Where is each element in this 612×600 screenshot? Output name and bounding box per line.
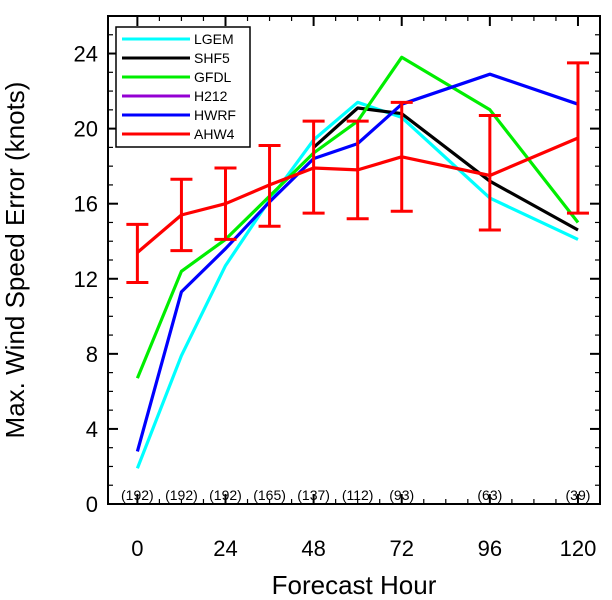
x-tick-label: 48 — [301, 536, 325, 561]
legend-label-h212: H212 — [194, 88, 228, 104]
sample-count-label: (137) — [297, 487, 330, 503]
sample-count-label: (192) — [121, 487, 154, 503]
y-tick-label: 12 — [74, 267, 98, 292]
y-tick-label: 20 — [74, 117, 98, 142]
x-tick-label: 0 — [131, 536, 143, 561]
y-tick-label: 8 — [86, 342, 98, 367]
x-tick-label: 24 — [213, 536, 237, 561]
sample-count-label: (63) — [477, 487, 502, 503]
sample-count-label: (165) — [253, 487, 286, 503]
x-tick-label: 72 — [389, 536, 413, 561]
sample-count-label: (93) — [389, 487, 414, 503]
x-tick-label: 96 — [478, 536, 502, 561]
x-tick-label: 120 — [560, 536, 597, 561]
x-axis: 0 24 48 72 96 120 — [131, 16, 596, 561]
sample-count-label: (192) — [165, 487, 198, 503]
y-tick-label: 4 — [86, 417, 98, 442]
x-axis-title: Forecast Hour — [272, 570, 437, 600]
legend-box — [115, 26, 251, 148]
legend-label-ahw4: AHW4 — [194, 126, 235, 142]
y-tick-label: 16 — [74, 192, 98, 217]
sample-counts: (192) (192) (192) (165) (137) (112) (93) (63) (3… — [121, 487, 590, 503]
y-tick-label: 0 — [86, 492, 98, 517]
error-bars — [126, 61, 589, 285]
y-axis-title: Max. Wind Speed Error (knots) — [0, 82, 30, 439]
sample-count-label: (39) — [566, 487, 591, 503]
y-tick-label: 24 — [74, 42, 98, 67]
sample-count-label: (192) — [209, 487, 242, 503]
legend-label-gfdl: GFDL — [194, 69, 232, 85]
legend-label-shf5: SHF5 — [194, 50, 230, 66]
legend-label-lgem: LGEM — [194, 31, 234, 47]
y-axis: 0 4 8 12 16 20 24 — [74, 34, 600, 517]
legend-label-hwrf: HWRF — [194, 107, 236, 123]
legend: LGEM SHF5 GFDL H212 HWRF AHW4 — [115, 26, 251, 148]
sample-count-label: (112) — [342, 487, 374, 503]
